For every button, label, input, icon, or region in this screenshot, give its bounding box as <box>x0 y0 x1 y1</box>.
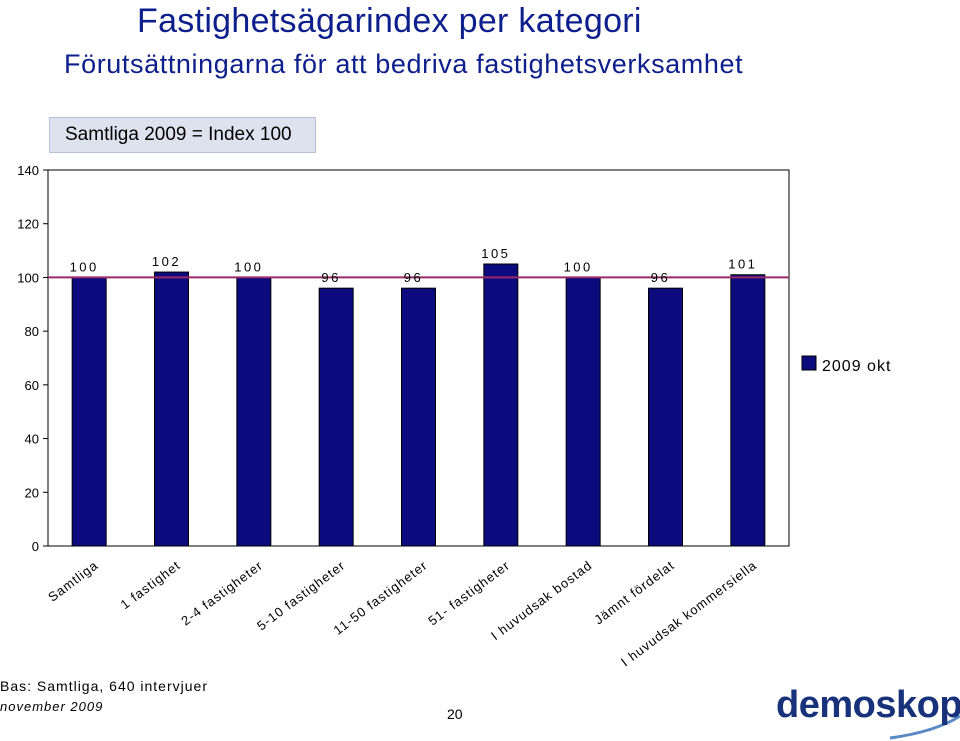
y-tick-label: 100 <box>17 270 39 285</box>
legend-label: 2009 okt <box>822 358 891 375</box>
x-tick-label: Samtliga <box>45 557 101 604</box>
bar <box>318 287 354 547</box>
report-date: november 2009 <box>0 699 104 714</box>
legend: 2009 okt <box>801 355 891 375</box>
y-tick-label: 60 <box>25 378 39 393</box>
bar <box>236 276 272 547</box>
data-label: 101 <box>728 257 757 272</box>
bars <box>48 263 789 547</box>
bar <box>730 274 766 547</box>
x-tick-label: 5-10 fastigheter <box>254 557 348 633</box>
page-subtitle: Förutsättningarna för att bedriva fastig… <box>64 49 744 79</box>
logo-swoosh-icon <box>889 714 960 740</box>
demoskop-logo: demoskop <box>776 684 960 726</box>
y-tick-label: 20 <box>25 485 39 500</box>
bar <box>401 287 436 547</box>
data-label: 96 <box>404 270 423 285</box>
y-tick-label: 120 <box>17 217 39 232</box>
bar <box>154 271 189 547</box>
bar <box>71 276 107 547</box>
bar <box>648 287 683 547</box>
y-axis: 0 20 40 60 80 100 120 140 <box>17 163 48 554</box>
index-note: Samtliga 2009 = Index 100 <box>49 117 316 153</box>
page-number: 20 <box>447 706 463 722</box>
data-label: 96 <box>321 270 340 285</box>
legend-swatch <box>801 355 817 371</box>
page-title: Fastighetsägarindex per kategori <box>137 2 642 40</box>
bar <box>565 276 601 547</box>
x-tick-label: 2-4 fastigheter <box>178 557 265 628</box>
y-tick-label: 140 <box>17 163 39 178</box>
x-tick-label: I huvudsak kommersiella <box>618 557 760 669</box>
x-tick-label: 51- fastigheter <box>425 557 512 628</box>
basis-note: Bas: Samtliga, 640 intervjuer <box>0 678 208 694</box>
data-label: 100 <box>70 259 99 274</box>
bar <box>483 263 519 547</box>
data-label: 100 <box>564 259 593 274</box>
x-tick-label: 1 fastighet <box>118 557 184 612</box>
data-label: 105 <box>481 246 510 261</box>
y-tick-label: 80 <box>25 324 39 339</box>
y-tick-label: 40 <box>25 432 39 447</box>
data-label: 96 <box>651 270 670 285</box>
y-tick-label: 0 <box>32 539 39 554</box>
x-tick-label: Jämnt fördelat <box>591 557 677 627</box>
data-label: 100 <box>234 259 263 274</box>
data-label: 102 <box>152 254 181 269</box>
data-labels: 100 102 100 96 96 105 100 96 101 <box>70 246 757 285</box>
